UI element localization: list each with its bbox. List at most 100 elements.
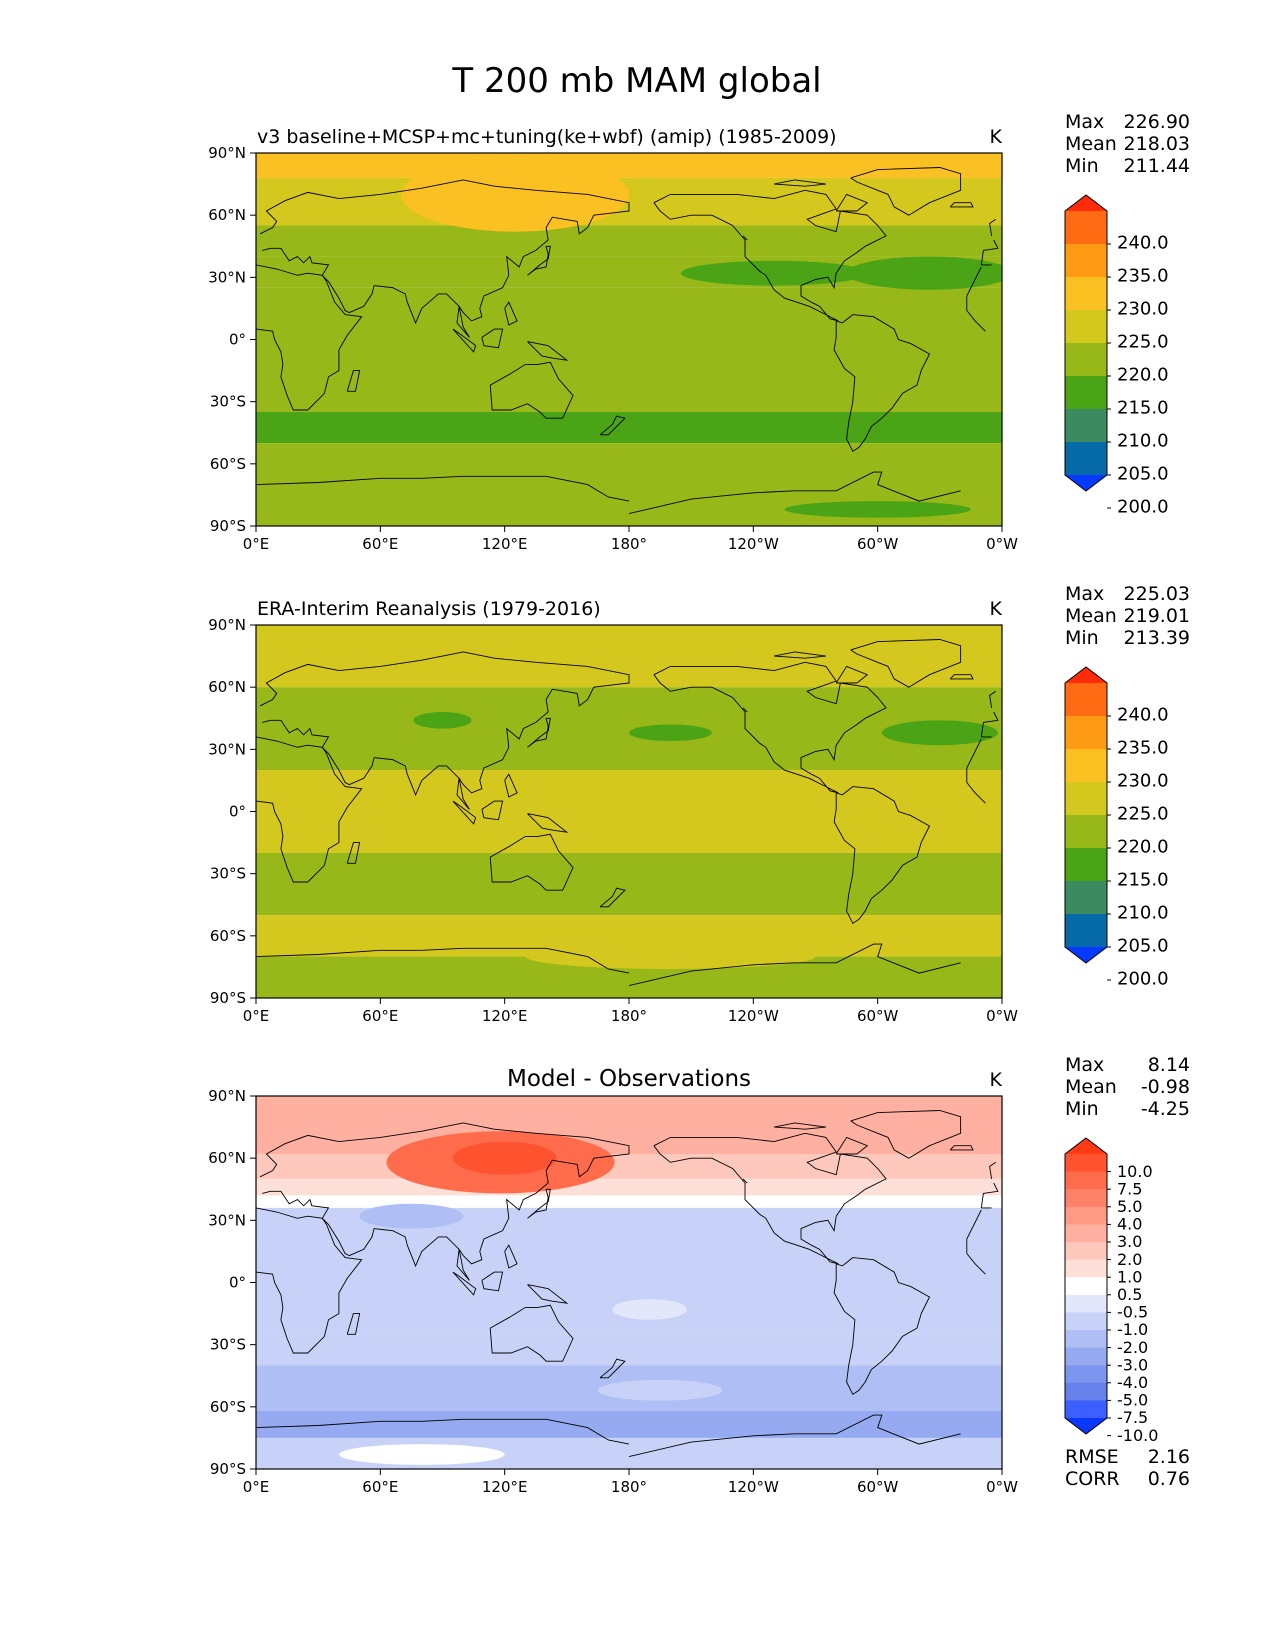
y-tick-label: 90°N bbox=[208, 1087, 246, 1105]
coastline bbox=[489, 361, 574, 419]
coastline bbox=[527, 813, 569, 833]
stat-label: Mean bbox=[1065, 1076, 1117, 1098]
colorbar-label: 215.0 bbox=[1117, 398, 1169, 419]
colorbar-segment bbox=[1065, 848, 1107, 882]
coastline bbox=[256, 736, 986, 883]
y-tick-label: 60°N bbox=[208, 1149, 246, 1167]
colorbar-label: 2.0 bbox=[1117, 1250, 1142, 1269]
colorbar-extend-max bbox=[1065, 195, 1107, 211]
panel-title: Model - Observations bbox=[507, 1066, 751, 1092]
coastline bbox=[774, 651, 826, 659]
x-tick-label: 120°W bbox=[728, 1478, 779, 1496]
coastline bbox=[989, 1161, 997, 1179]
coastline bbox=[527, 1188, 551, 1219]
coastline bbox=[481, 328, 504, 349]
colorbar-label: -3.0 bbox=[1117, 1355, 1148, 1374]
coastline bbox=[504, 301, 518, 326]
y-tick-label: 90°S bbox=[210, 517, 246, 535]
coastline bbox=[949, 674, 974, 680]
coastline bbox=[742, 707, 748, 713]
colorbar-label: -2.0 bbox=[1117, 1338, 1148, 1357]
colorbar-segment bbox=[1065, 1277, 1107, 1296]
panel-model: v3 baseline+MCSP+mc+tuning(ke+wbf) (amip… bbox=[208, 111, 1190, 553]
colorbar-label: 200.0 bbox=[1117, 969, 1169, 990]
units-label: K bbox=[990, 1069, 1003, 1091]
field-blob bbox=[846, 256, 1002, 290]
field-blob bbox=[413, 712, 472, 729]
x-tick-label: 0°E bbox=[243, 1007, 270, 1025]
coastline bbox=[256, 471, 961, 515]
coastline bbox=[527, 1284, 569, 1304]
x-tick-label: 0°W bbox=[986, 1007, 1018, 1025]
colorbar-segment bbox=[1065, 749, 1107, 783]
colorbar-label: 235.0 bbox=[1117, 266, 1169, 287]
y-tick-label: 30°N bbox=[208, 1211, 246, 1229]
colorbar-label: 205.0 bbox=[1117, 464, 1169, 485]
field-blob bbox=[338, 1444, 505, 1465]
colorbar-segment bbox=[1065, 277, 1107, 311]
stat-label: Max bbox=[1065, 111, 1104, 133]
coastline bbox=[833, 786, 931, 925]
metric-label: RMSE bbox=[1065, 1446, 1119, 1468]
coastline bbox=[452, 800, 477, 825]
stat-value: 218.03 bbox=[1124, 133, 1190, 155]
colorbar-label: -4.0 bbox=[1117, 1373, 1148, 1392]
colorbar-label: 230.0 bbox=[1117, 299, 1169, 320]
stat-label: Min bbox=[1065, 1098, 1099, 1120]
coastline bbox=[835, 1136, 869, 1155]
coastline bbox=[259, 179, 999, 338]
coastline bbox=[989, 218, 997, 236]
y-tick-label: 0° bbox=[229, 331, 246, 349]
colorbar-segment bbox=[1065, 815, 1107, 849]
coastline bbox=[653, 661, 887, 794]
colorbar-segment bbox=[1065, 716, 1107, 750]
x-tick-label: 60°W bbox=[857, 1478, 899, 1496]
coastline bbox=[346, 1313, 361, 1335]
y-tick-label: 60°S bbox=[210, 1398, 246, 1416]
stat-label: Min bbox=[1065, 155, 1099, 177]
colorbar-segment bbox=[1065, 1242, 1107, 1261]
colorbar-label: 10.0 bbox=[1117, 1162, 1153, 1181]
panel-observations: ERA-Interim Reanalysis (1979-2016) K 0°E 60… bbox=[208, 583, 1190, 1025]
x-tick-label: 120°E bbox=[482, 1007, 528, 1025]
field-observations bbox=[256, 625, 1002, 998]
colorbar-label: 240.0 bbox=[1117, 233, 1169, 254]
colorbar-label: 215.0 bbox=[1117, 870, 1169, 891]
y-tick-label: 60°N bbox=[208, 206, 246, 224]
y-tick-label: 60°N bbox=[208, 678, 246, 696]
stat-value: 213.39 bbox=[1124, 627, 1190, 649]
stat-label: Mean bbox=[1065, 133, 1117, 155]
colorbar-label: -1.0 bbox=[1117, 1320, 1148, 1339]
coastline bbox=[346, 370, 361, 392]
coastline bbox=[489, 1304, 574, 1362]
colorbar-label: 205.0 bbox=[1117, 936, 1169, 957]
field-band bbox=[256, 153, 1002, 178]
colorbar-extend-min bbox=[1065, 947, 1107, 963]
field-band bbox=[256, 287, 1002, 413]
colorbar-segment bbox=[1065, 310, 1107, 344]
coastline bbox=[452, 1271, 477, 1296]
x-tick-label: 180° bbox=[611, 1478, 647, 1496]
y-tick-label: 90°S bbox=[210, 1460, 246, 1478]
colorbar-label: -5.0 bbox=[1117, 1391, 1148, 1410]
colorbar-segment bbox=[1065, 782, 1107, 816]
colorbar-label: 220.0 bbox=[1117, 837, 1169, 858]
colorbar-label: 225.0 bbox=[1117, 332, 1169, 353]
colorbar-segment bbox=[1065, 1171, 1107, 1190]
coastline bbox=[599, 887, 626, 908]
y-tick-label: 60°S bbox=[210, 455, 246, 473]
field-blob bbox=[597, 1379, 723, 1401]
x-tick-label: 60°W bbox=[857, 535, 899, 553]
x-tick-label: 60°E bbox=[362, 535, 398, 553]
coastlines bbox=[256, 1110, 999, 1458]
stat-value: -4.25 bbox=[1141, 1098, 1190, 1120]
colorbar-label: 200.0 bbox=[1117, 497, 1169, 518]
colorbar-segment bbox=[1065, 1347, 1107, 1366]
units-label: K bbox=[990, 126, 1003, 148]
stat-label: Min bbox=[1065, 627, 1099, 649]
coastline bbox=[949, 202, 974, 208]
x-tick-label: 0°E bbox=[243, 535, 270, 553]
field-band bbox=[256, 1241, 1002, 1335]
field-model bbox=[256, 153, 1002, 526]
coastline bbox=[653, 189, 887, 322]
